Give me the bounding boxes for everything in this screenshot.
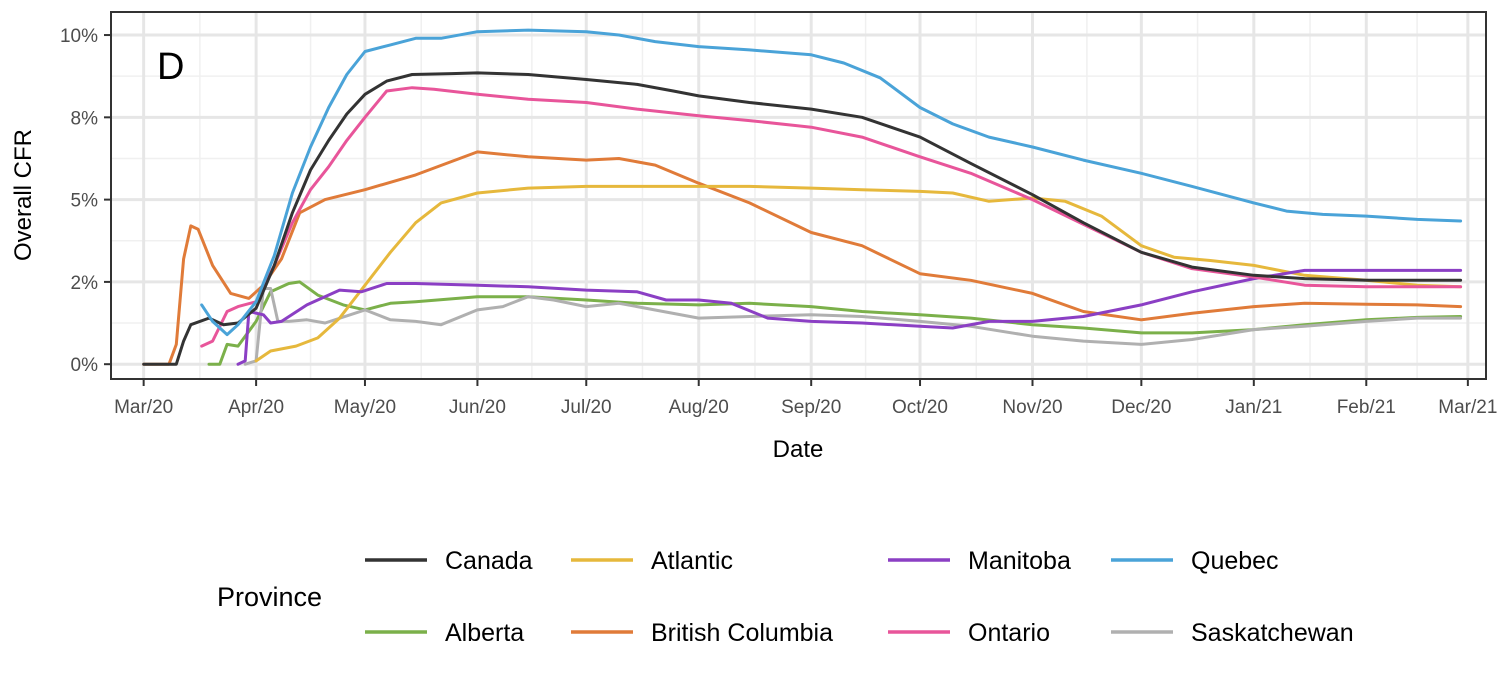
legend-label-manitoba: Manitoba — [968, 547, 1071, 575]
x-tick-label: Jun/20 — [449, 397, 506, 418]
y-tick-label: 10% — [60, 26, 98, 47]
legend-label-quebec: Quebec — [1191, 547, 1279, 575]
x-tick-label: Dec/20 — [1111, 397, 1171, 418]
y-tick-label: 5% — [71, 191, 99, 212]
x-tick-label: Sep/20 — [781, 397, 841, 418]
series-line-atlantic — [254, 184, 1463, 363]
y-axis-title: Overall CFR — [10, 129, 37, 261]
y-tick-label: 8% — [71, 108, 99, 129]
x-tick-label: Mar/20 — [114, 397, 173, 418]
legend-title: Province — [217, 582, 322, 612]
legend-label-saskatchewan: Saskatchewan — [1191, 619, 1354, 647]
series-line-british-columbia — [142, 150, 1463, 366]
x-tick-label: Apr/20 — [228, 397, 284, 418]
x-tick-label: Oct/20 — [892, 397, 948, 418]
series-line-saskatchewan — [243, 287, 1463, 366]
legend-label-alberta: Alberta — [445, 619, 524, 647]
series-line-quebec — [200, 28, 1463, 337]
x-tick-label: Nov/20 — [1002, 397, 1062, 418]
y-tick-label: 2% — [71, 273, 99, 294]
x-tick-label: Jul/20 — [561, 397, 612, 418]
series-line-alberta — [207, 280, 1463, 366]
legend: Province Canada Atlantic Manitoba Quebec Alb… — [217, 547, 1354, 647]
panel-label: D — [157, 46, 184, 88]
legend-label-british-columbia: British Columbia — [651, 619, 833, 647]
x-axis-title: Date — [773, 436, 824, 463]
x-tick-label: May/20 — [334, 397, 396, 418]
y-tick-label: 0% — [71, 355, 99, 376]
series-line-canada — [142, 71, 1463, 366]
y-axis: 0% 2% 5% 8% 10% — [60, 26, 111, 376]
x-tick-label: Aug/20 — [669, 397, 729, 418]
legend-label-canada: Canada — [445, 547, 533, 575]
plot-border — [110, 11, 1487, 380]
legend-label-atlantic: Atlantic — [651, 547, 733, 575]
x-tick-label: Mar/21 — [1438, 397, 1497, 418]
legend-label-ontario: Ontario — [968, 619, 1050, 647]
series-line-manitoba — [236, 268, 1463, 366]
series-lines — [142, 28, 1463, 366]
x-tick-label: Feb/21 — [1337, 397, 1396, 418]
x-axis: Mar/20 Apr/20 May/20 Jun/20 Jul/20 Aug/20 Sep/… — [114, 379, 1497, 418]
x-tick-label: Jan/21 — [1225, 397, 1282, 418]
